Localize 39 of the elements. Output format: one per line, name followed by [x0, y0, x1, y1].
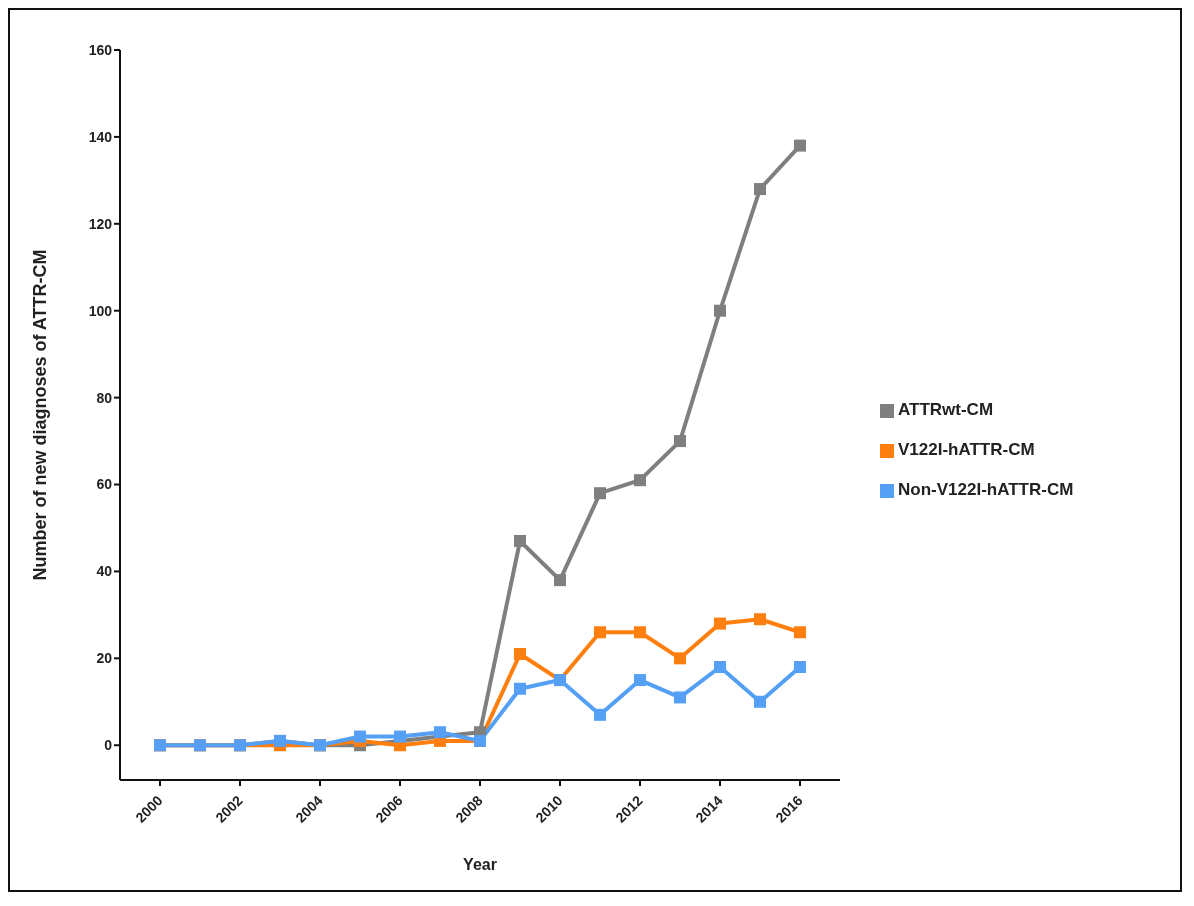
y-tick-label: 80 [96, 389, 113, 406]
point [674, 691, 686, 704]
point [634, 474, 646, 487]
point [594, 626, 606, 639]
point [714, 661, 726, 674]
point [794, 661, 806, 674]
point [634, 674, 646, 687]
point [514, 682, 526, 695]
y-tick-label: 60 [96, 476, 113, 493]
point [434, 726, 446, 739]
point [794, 139, 806, 152]
point [514, 647, 526, 660]
point [594, 708, 606, 721]
y-tick-label: 140 [88, 128, 113, 145]
point [634, 626, 646, 639]
point [594, 487, 606, 500]
y-tick-label: 160 [88, 41, 113, 58]
y-tick-label: 100 [88, 302, 113, 319]
y-tick-label: 0 [104, 737, 113, 754]
point [714, 617, 726, 630]
legend-label: V122I-hATTR-CM [898, 440, 1035, 459]
y-tick-label: 120 [88, 215, 113, 232]
point [674, 435, 686, 448]
legend-label: ATTRwt-CM [898, 400, 994, 419]
point [794, 626, 806, 639]
y-tick-label: 20 [96, 650, 113, 667]
point [754, 695, 766, 708]
y-tick-label: 40 [96, 563, 113, 580]
point [714, 304, 726, 317]
point [754, 613, 766, 626]
point [394, 730, 406, 743]
point [674, 652, 686, 665]
y-axis-title: Number of new diagnoses of ATTR-CM [30, 249, 51, 581]
point [514, 535, 526, 548]
point [754, 183, 766, 196]
x-axis-title: Year [463, 856, 497, 873]
point [354, 730, 366, 743]
point [554, 574, 566, 587]
legend-label: Non-V122I-hATTR-CM [898, 480, 1074, 499]
